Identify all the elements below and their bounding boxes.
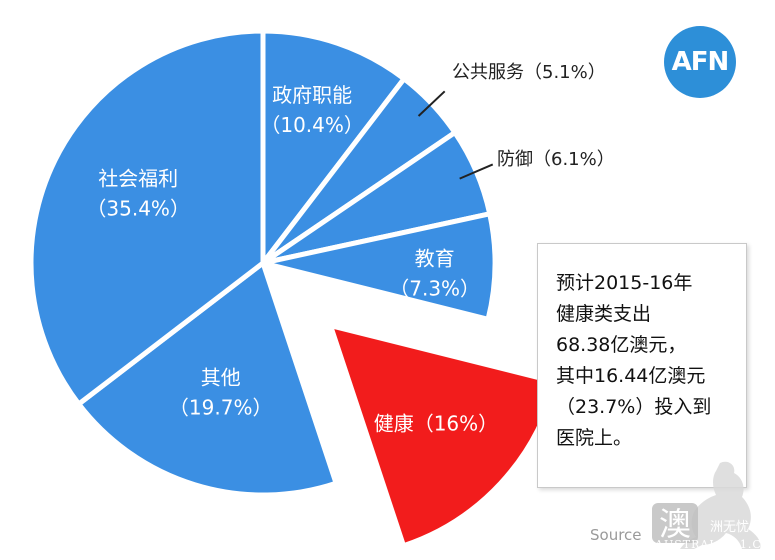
callout-label: 防御（6.1%） bbox=[497, 149, 615, 170]
pie-slice-4 bbox=[327, 323, 559, 549]
slice-label: 健康（16%） bbox=[374, 411, 498, 435]
pie-callouts: 公共服务（5.1%） 防御（6.1%） bbox=[417, 62, 615, 180]
slice-name: 其他 bbox=[201, 365, 241, 389]
pie-slice-5 bbox=[76, 260, 339, 498]
info-line: （23.7%）投入到 bbox=[556, 396, 712, 418]
watermark-text: AUSTRALIA51.COM bbox=[655, 538, 775, 551]
kangaroo-icon: 澳 洲无忧 bbox=[652, 461, 761, 549]
slice-name: 社会福利 bbox=[98, 166, 178, 190]
info-box: 预计2015-16年 健康类支出 68.38亿澳元， 其中16.44亿澳元 （2… bbox=[537, 243, 747, 488]
info-line: 健康类支出 bbox=[556, 303, 652, 325]
slice-value: （35.4%） bbox=[86, 196, 190, 220]
info-line: 其中16.44亿澳元 bbox=[556, 365, 706, 387]
info-line: 68.38亿澳元， bbox=[556, 334, 687, 356]
slice-value: （10.4%） bbox=[260, 113, 364, 137]
slice-name: 政府职能 bbox=[272, 83, 352, 107]
slice-value: （7.3%） bbox=[389, 277, 480, 301]
callout-line bbox=[459, 163, 494, 180]
svg-text:澳: 澳 bbox=[659, 505, 691, 543]
pie-slices bbox=[28, 28, 559, 549]
callout-line bbox=[417, 90, 446, 117]
pie-slice-0 bbox=[260, 28, 407, 266]
slice-name: 教育 bbox=[415, 247, 455, 271]
afn-logo: AFN bbox=[664, 26, 736, 98]
pie-inner-labels: 政府职能 （10.4%） 教育 （7.3%） 健康（16%） 其他 （19.7%） 社会福利 （… bbox=[86, 83, 498, 435]
source-text: Source bbox=[590, 526, 642, 544]
slice-value: （19.7%） bbox=[169, 395, 273, 419]
info-line: 医院上。 bbox=[556, 427, 633, 449]
info-line: 预计2015-16年 bbox=[556, 272, 693, 294]
pie-slice-3 bbox=[260, 211, 498, 322]
pie-slice-6 bbox=[28, 28, 266, 407]
callout-label: 公共服务（5.1%） bbox=[452, 62, 606, 83]
svg-text:洲无忧: 洲无忧 bbox=[710, 520, 749, 535]
